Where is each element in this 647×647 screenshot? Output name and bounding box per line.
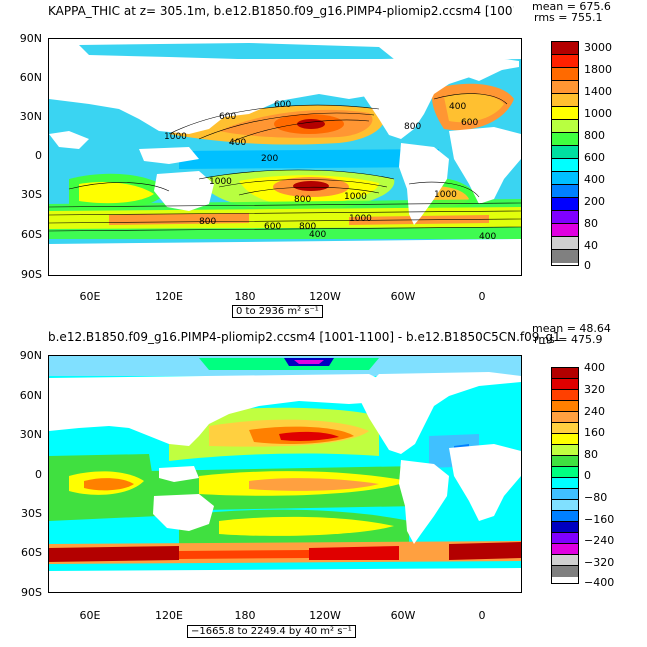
panel2-rms: rms = 475.9 xyxy=(534,333,603,346)
maritime-land xyxy=(139,147,199,164)
p2-cb-label: −160 xyxy=(584,513,615,526)
panel1-title: KAPPA_THIC at z= 305.1m, b.e12.B1850.f09… xyxy=(48,4,514,18)
p1-xlabel-180: 180 xyxy=(234,290,256,303)
antarctica-land xyxy=(49,239,521,275)
panel2-map-svg xyxy=(49,356,521,592)
p2-ylabel-0: 0 xyxy=(35,468,42,481)
contour-label: 600 xyxy=(219,112,236,122)
p2-xlabel-120w: 120W xyxy=(309,609,341,622)
p2-cb-label: −240 xyxy=(584,534,615,547)
contour-label: 1000 xyxy=(344,192,367,202)
eurasia-land xyxy=(49,59,434,134)
p2-ylabel-60s: 60S xyxy=(21,546,42,559)
p2-ylabel-60n: 60N xyxy=(19,389,42,402)
p1-cb-label: 400 xyxy=(584,173,605,186)
p1-cb-label: 80 xyxy=(584,217,598,230)
p1-cb-label: 0 xyxy=(584,259,591,272)
p2-ylabel-90s: 90S xyxy=(21,586,42,599)
contour-label: 400 xyxy=(449,102,466,112)
p1-ylabel-60s: 60S xyxy=(21,228,42,241)
eurasia-land xyxy=(49,374,394,446)
panel1-colorbar xyxy=(551,41,579,266)
contour-label: 600 xyxy=(274,100,291,110)
p1-ylabel-60n: 60N xyxy=(19,71,42,84)
contour-label: 1000 xyxy=(164,132,187,142)
p2-cb-label: −80 xyxy=(584,491,608,504)
africa-land xyxy=(449,127,521,204)
p1-xlabel-0: 0 xyxy=(478,290,486,303)
contour-label: 800 xyxy=(299,222,316,232)
p1-ylabel-0: 0 xyxy=(35,149,42,162)
p2-xlabel-60w: 60W xyxy=(390,609,416,622)
panel2-range-box: −1665.8 to 2249.4 by 40 m² s⁻¹ xyxy=(187,625,356,638)
p2-cb-label: −400 xyxy=(584,576,615,589)
p1-ylabel-30s: 30S xyxy=(21,188,42,201)
panel1-mean: mean = 675.6 xyxy=(532,0,611,13)
africa-land xyxy=(449,444,521,521)
contour-label: 400 xyxy=(309,230,326,240)
contour-label: 400 xyxy=(479,232,496,242)
p1-cb-label: 1000 xyxy=(584,107,612,120)
antarctica-land xyxy=(49,568,521,592)
contour-label: 1000 xyxy=(209,177,232,187)
panel2-map xyxy=(48,355,522,593)
contour-label: 600 xyxy=(461,118,478,128)
p2-cb-label: 240 xyxy=(584,405,605,418)
p1-cb-label: 1400 xyxy=(584,85,612,98)
greenland-land xyxy=(454,54,504,81)
p2-ylabel-30s: 30S xyxy=(21,507,42,520)
panel2-mean: mean = 48.64 xyxy=(532,322,611,335)
p2-xlabel-180: 180 xyxy=(234,609,256,622)
panel1-range-box: 0 to 2936 m² s⁻¹ xyxy=(232,305,323,318)
p2-cb-label: 320 xyxy=(584,383,605,396)
p2-ylabel-90n: 90N xyxy=(19,349,42,362)
p1-ylabel-30n: 30N xyxy=(19,110,42,123)
p1-cb-label: 1800 xyxy=(584,63,612,76)
panel1-rms: rms = 755.1 xyxy=(534,11,603,24)
australia-land xyxy=(154,171,214,211)
contour-label: 600 xyxy=(264,222,281,232)
p2-xlabel-0: 0 xyxy=(478,609,486,622)
p1-xlabel-60e: 60E xyxy=(79,290,101,303)
indo-land xyxy=(49,131,89,149)
panel2-title: b.e12.B1850.f09_g16.PIMP4-pliomip2.ccsm4… xyxy=(48,330,561,344)
australia-land xyxy=(153,494,214,531)
p2-cb-label: 160 xyxy=(584,426,605,439)
p2-cb-label: 0 xyxy=(584,469,591,482)
p2-xlabel-60e: 60E xyxy=(79,609,101,622)
contour-label: 800 xyxy=(199,217,216,227)
p1-ylabel-90s: 90S xyxy=(21,268,42,281)
maritime-land xyxy=(159,466,199,482)
p1-cb-label: 3000 xyxy=(584,41,612,54)
contour-label: 800 xyxy=(294,195,311,205)
contour-label: 200 xyxy=(261,154,278,164)
p2-cb-label: 80 xyxy=(584,448,598,461)
contour-label: 800 xyxy=(404,122,421,132)
p1-cb-label: 600 xyxy=(584,151,605,164)
p1-cb-label: 40 xyxy=(584,239,598,252)
p2-ylabel-30n: 30N xyxy=(19,428,42,441)
p1-xlabel-120e: 120E xyxy=(155,290,183,303)
p2-xlabel-120e: 120E xyxy=(155,609,183,622)
north-america-land xyxy=(359,57,519,139)
panel1-map: 600 1000 800 600 400 200 800 1000 1000 1… xyxy=(48,38,522,276)
south-america-land xyxy=(399,460,449,544)
south-america-land xyxy=(399,143,449,225)
p1-xlabel-60w: 60W xyxy=(390,290,416,303)
p2-cb-label: 400 xyxy=(584,361,605,374)
p1-xlabel-120w: 120W xyxy=(309,290,341,303)
p1-cb-label: 800 xyxy=(584,129,605,142)
contour-label: 1000 xyxy=(434,190,457,200)
contour-label: 400 xyxy=(229,138,246,148)
panel1-map-svg: 600 1000 800 600 400 200 800 1000 1000 1… xyxy=(49,39,521,275)
p1-ylabel-90n: 90N xyxy=(19,32,42,45)
p1-cb-label: 200 xyxy=(584,195,605,208)
contour-label: 1000 xyxy=(349,214,372,224)
p2-cb-label: −320 xyxy=(584,556,615,569)
north-america-land xyxy=(361,372,521,454)
panel2-colorbar xyxy=(551,367,579,584)
